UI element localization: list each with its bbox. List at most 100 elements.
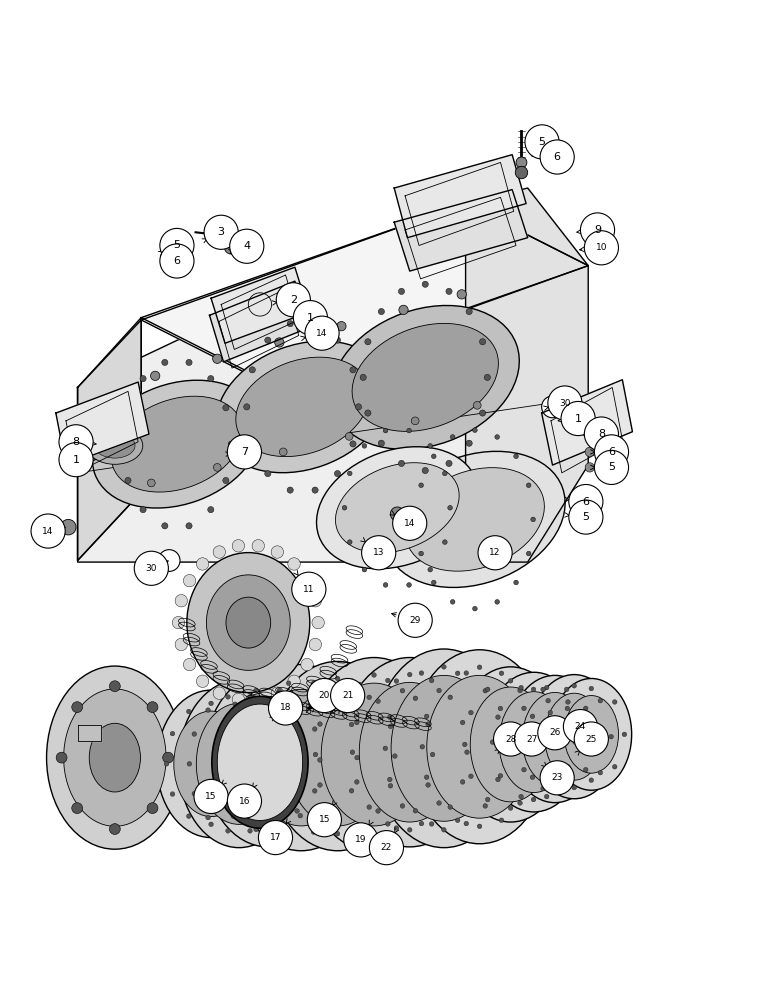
Circle shape xyxy=(426,783,431,787)
Circle shape xyxy=(573,740,577,744)
Circle shape xyxy=(301,574,314,587)
Circle shape xyxy=(393,754,397,758)
Circle shape xyxy=(369,831,404,865)
Circle shape xyxy=(277,688,282,693)
Circle shape xyxy=(61,519,76,535)
Circle shape xyxy=(437,801,442,805)
Circle shape xyxy=(223,477,229,484)
Circle shape xyxy=(498,773,503,778)
Circle shape xyxy=(518,688,522,693)
Circle shape xyxy=(309,638,321,651)
Circle shape xyxy=(160,228,194,263)
Circle shape xyxy=(450,435,455,439)
Circle shape xyxy=(394,679,399,683)
Text: 4: 4 xyxy=(243,241,251,251)
Circle shape xyxy=(442,471,447,476)
Circle shape xyxy=(424,714,429,719)
Circle shape xyxy=(378,308,384,315)
Circle shape xyxy=(307,678,341,713)
Circle shape xyxy=(317,783,322,787)
Polygon shape xyxy=(394,190,528,271)
Circle shape xyxy=(252,540,265,552)
Ellipse shape xyxy=(410,650,549,844)
Ellipse shape xyxy=(223,696,313,824)
Ellipse shape xyxy=(317,447,478,569)
Circle shape xyxy=(414,517,419,522)
Circle shape xyxy=(431,580,436,585)
Circle shape xyxy=(186,359,192,366)
Circle shape xyxy=(360,374,366,380)
Circle shape xyxy=(234,436,248,450)
Text: 8: 8 xyxy=(598,429,605,439)
Circle shape xyxy=(483,804,487,808)
Circle shape xyxy=(357,825,362,830)
Circle shape xyxy=(31,514,65,548)
Circle shape xyxy=(584,417,618,451)
Circle shape xyxy=(186,709,191,714)
Circle shape xyxy=(598,770,603,775)
Circle shape xyxy=(540,140,574,174)
Circle shape xyxy=(160,244,194,278)
Circle shape xyxy=(167,240,178,251)
Circle shape xyxy=(264,696,268,700)
Circle shape xyxy=(292,572,326,606)
Polygon shape xyxy=(394,155,526,238)
Text: 22: 22 xyxy=(381,843,392,852)
Circle shape xyxy=(532,687,536,692)
Circle shape xyxy=(295,809,300,813)
Circle shape xyxy=(387,715,392,719)
Circle shape xyxy=(546,698,550,703)
Circle shape xyxy=(499,671,504,676)
Circle shape xyxy=(565,773,570,778)
Circle shape xyxy=(390,507,404,521)
Polygon shape xyxy=(78,725,101,741)
Circle shape xyxy=(331,678,365,713)
Polygon shape xyxy=(78,320,141,561)
Circle shape xyxy=(244,404,250,410)
Circle shape xyxy=(227,784,262,818)
Circle shape xyxy=(230,229,264,263)
Circle shape xyxy=(535,744,539,749)
Circle shape xyxy=(275,338,284,347)
Circle shape xyxy=(431,454,436,459)
Circle shape xyxy=(232,540,244,552)
Circle shape xyxy=(254,827,258,832)
Circle shape xyxy=(350,750,355,755)
Text: 5: 5 xyxy=(173,240,181,250)
Circle shape xyxy=(442,665,446,669)
Circle shape xyxy=(494,722,528,756)
Circle shape xyxy=(561,401,595,436)
Circle shape xyxy=(307,324,321,338)
Text: 3: 3 xyxy=(217,227,225,237)
Circle shape xyxy=(398,603,432,637)
Circle shape xyxy=(248,792,252,796)
Circle shape xyxy=(317,722,322,726)
Circle shape xyxy=(362,444,367,448)
Ellipse shape xyxy=(483,672,584,812)
Circle shape xyxy=(585,463,594,472)
Circle shape xyxy=(268,815,272,820)
Circle shape xyxy=(282,724,287,729)
Circle shape xyxy=(591,737,595,741)
Circle shape xyxy=(140,507,146,513)
Circle shape xyxy=(399,305,408,315)
Ellipse shape xyxy=(508,675,601,803)
Circle shape xyxy=(572,785,577,790)
Circle shape xyxy=(204,215,238,249)
Circle shape xyxy=(286,762,291,766)
Circle shape xyxy=(248,731,252,736)
Circle shape xyxy=(158,550,180,571)
Circle shape xyxy=(335,831,340,836)
Circle shape xyxy=(314,752,318,757)
Circle shape xyxy=(556,732,560,737)
Circle shape xyxy=(521,767,526,772)
Circle shape xyxy=(186,523,192,529)
Circle shape xyxy=(231,814,236,819)
Circle shape xyxy=(429,678,434,683)
Circle shape xyxy=(224,240,238,254)
Circle shape xyxy=(422,467,428,474)
Circle shape xyxy=(407,672,412,677)
Text: 1: 1 xyxy=(72,455,80,465)
Circle shape xyxy=(548,386,582,420)
Circle shape xyxy=(419,551,424,556)
